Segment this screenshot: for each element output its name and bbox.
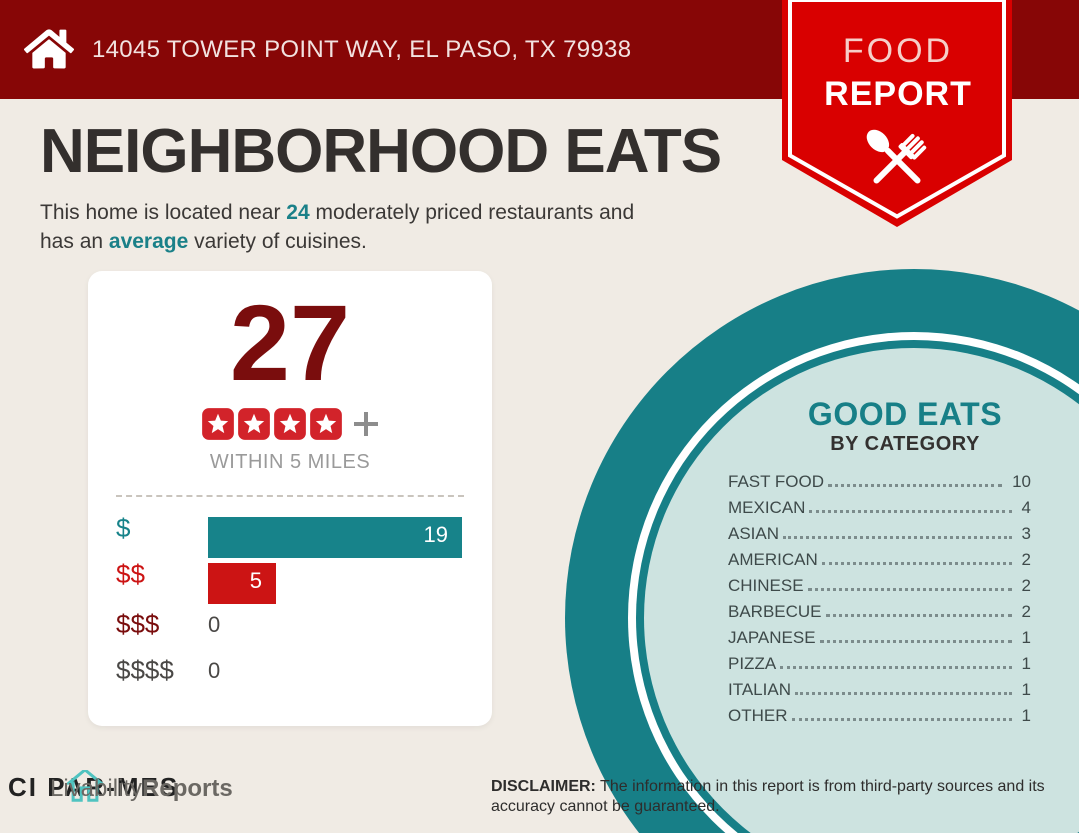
svg-text:FOOD: FOOD [843, 32, 953, 70]
svg-text:REPORT: REPORT [824, 75, 972, 113]
